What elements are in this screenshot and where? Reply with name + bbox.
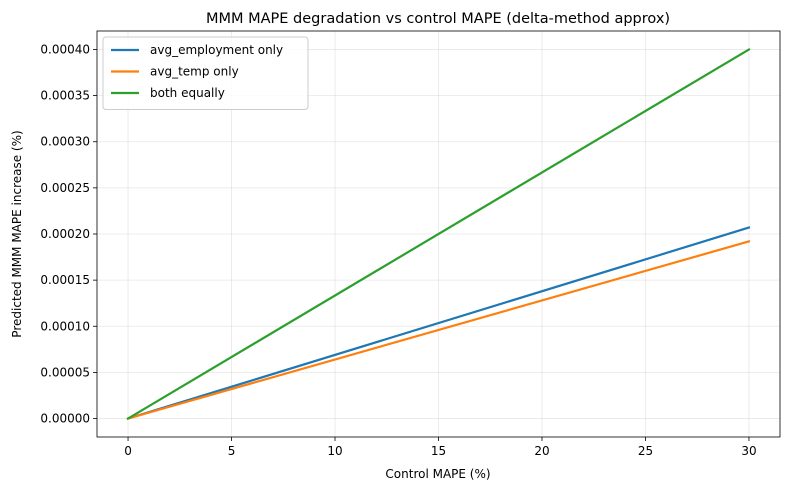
legend-box [102,36,309,110]
x-tick-label: 0 [124,444,132,458]
y-tick-label: 0.00035 [40,89,90,103]
y-tick-label: 0.00025 [40,181,90,195]
series-line [126,47,751,421]
legend-label: both equally [150,86,225,100]
y-axis-label: Predicted MMM MAPE increase (%) [10,130,24,337]
chart-title: MMM MAPE degradation vs control MAPE (de… [206,11,670,27]
x-tick-label: 5 [228,444,236,458]
series-line [126,240,751,420]
legend-label: avg_temp only [150,65,239,79]
x-tick-label: 20 [534,444,549,458]
x-tick-label: 15 [431,444,446,458]
x-tick-label: 10 [327,444,342,458]
series-line [126,226,751,420]
y-tick-label: 0.00040 [40,42,90,56]
grid [97,31,780,437]
x-tick-label: 30 [741,444,756,458]
x-axis-label: Control MAPE (%) [385,467,490,481]
legend: avg_employment only avg_temp only both equ… [102,36,309,110]
series-lines [126,47,751,421]
y-tick-label: 0.00005 [40,365,90,379]
y-tick-label: 0.00010 [40,319,90,333]
y-tick-label: 0.00015 [40,273,90,287]
y-tick-label: 0.00000 [40,412,90,426]
x-axis: 0 5 10 15 20 25 30 [124,437,757,458]
y-tick-label: 0.00020 [40,227,90,241]
x-tick-label: 25 [638,444,653,458]
y-axis: 0.00000 0.00005 0.00010 0.00015 0.00020 0.000… [40,42,97,426]
legend-label: avg_employment only [150,43,283,57]
y-tick-label: 0.00030 [40,135,90,149]
